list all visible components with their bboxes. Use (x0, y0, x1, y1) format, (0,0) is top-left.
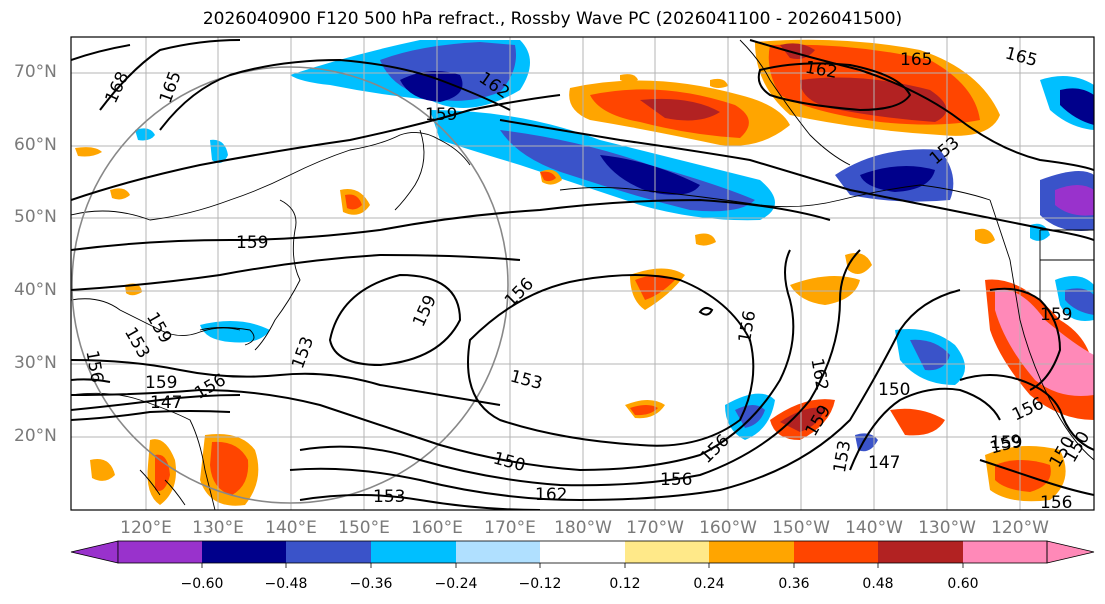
contour-label: 156 (1040, 493, 1072, 513)
lon-label-160e: 160°E (411, 518, 463, 538)
lat-label-20n: 20°N (14, 426, 57, 446)
lon-label-150e: 150°E (338, 518, 390, 538)
colorbar-bin-9 (794, 541, 878, 563)
lon-label-160w: 160°W (699, 518, 757, 538)
colorbar-bin-4 (371, 541, 456, 563)
colorbar-bin-2 (202, 541, 286, 563)
colorbar-tick-label: 0.24 (693, 576, 725, 592)
lon-label-170w: 170°W (626, 518, 684, 538)
contour-label: 150 (878, 380, 910, 400)
colorbar-tick-label: −0.60 (180, 576, 224, 592)
contour-label: 159 (425, 105, 457, 125)
great-circle-ring (71, 66, 509, 504)
colorbar-bin-8 (709, 541, 794, 563)
colorbar (70, 540, 1095, 568)
contour-label: 153 (373, 487, 405, 507)
colorbar-tick-label: 0.48 (862, 576, 894, 592)
contour-label: 165 (900, 50, 932, 70)
contour-label: 147 (868, 453, 900, 473)
colorbar-tick-label: 0.36 (778, 576, 810, 592)
lon-label-120e: 120°E (120, 518, 172, 538)
lat-label-50n: 50°N (14, 207, 57, 227)
colorbar-min-extend (70, 540, 119, 564)
lat-label-30n: 30°N (14, 353, 57, 373)
colorbar-bin-6 (540, 541, 625, 563)
colorbar-tick-label: −0.48 (264, 576, 308, 592)
map-content: 168 165 162 159 162 165 159 156 159 156 … (71, 37, 1094, 513)
lon-label-140w: 140°W (845, 518, 903, 538)
colorbar-bin-11 (963, 541, 1047, 563)
colorbar-bin-10 (878, 541, 963, 563)
height-contours (71, 39, 1094, 510)
lon-label-130w: 130°W (918, 518, 976, 538)
colorbar-tick-label: −0.24 (434, 576, 478, 592)
contour-label: 156 (660, 470, 692, 490)
gridlines (71, 37, 1094, 510)
lon-label-130e: 130°E (192, 518, 244, 538)
colorbar-bin-5 (456, 541, 540, 563)
contour-label: 159 (145, 373, 177, 393)
lon-label-170e: 170°E (484, 518, 536, 538)
negative-anomaly-fields (135, 40, 1094, 452)
colorbar-max-extend (1046, 540, 1095, 564)
lat-label-70n: 70°N (14, 62, 57, 82)
figure-title: 2026040900 F120 500 hPa refract., Rossby… (202, 9, 903, 29)
lat-label-60n: 60°N (14, 135, 57, 155)
contour-label: 159 (1040, 305, 1072, 325)
lon-label-140e: 140°E (265, 518, 317, 538)
colorbar-bin-1 (118, 541, 202, 563)
lon-label-150w: 150°W (772, 518, 830, 538)
colorbar-tick-label: 0.60 (947, 576, 979, 592)
contour-label: 147 (150, 393, 182, 413)
colorbar-tick-label: −0.12 (518, 576, 562, 592)
colorbar-bin-7 (625, 541, 709, 563)
colorbar-bin-3 (286, 541, 371, 563)
lon-label-120w: 120°W (991, 518, 1049, 538)
colorbar-outline (117, 540, 1048, 564)
map-frame (70, 36, 1095, 511)
lon-label-180w: 180°W (554, 518, 612, 538)
lat-label-40n: 40°N (14, 280, 57, 300)
contour-label: 162 (535, 485, 567, 505)
colorbar-tick-label: 0.12 (609, 576, 641, 592)
contour-label: 159 (990, 433, 1022, 453)
colorbar-tick-label: −0.36 (349, 576, 393, 592)
contour-label: 159 (236, 233, 268, 253)
